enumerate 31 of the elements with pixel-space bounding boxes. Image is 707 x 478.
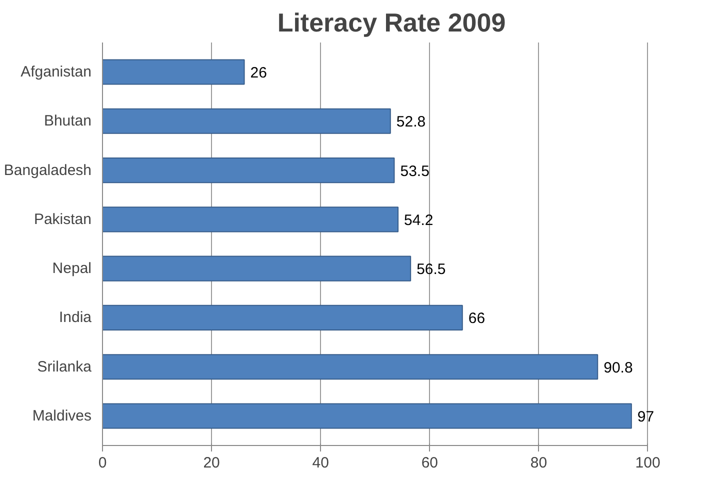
y-tick-label: Afganistan [20, 63, 92, 80]
data-label: 26 [250, 64, 267, 82]
bar [102, 157, 395, 184]
x-tick-label: 0 [98, 454, 107, 472]
x-tick-label: 80 [530, 454, 548, 472]
x-tick-label: 60 [421, 454, 438, 472]
bar [102, 59, 245, 85]
y-tick-label: Srilanka [37, 358, 92, 376]
bar [102, 108, 391, 134]
bar [102, 403, 632, 429]
y-tick-label: Nepal [52, 260, 92, 278]
y-tick-label: Pakistan [34, 210, 92, 228]
y-tick-label: Maldives [32, 408, 92, 425]
bar [102, 256, 412, 282]
y-tick-label: Bhutan [44, 112, 92, 130]
data-label: 54.2 [404, 212, 434, 229]
bar [102, 304, 463, 331]
bar [102, 206, 399, 232]
data-label: 90.8 [604, 359, 633, 376]
x-tick-label: 40 [312, 454, 329, 472]
data-label: 97 [637, 408, 654, 426]
x-tick-label: 20 [203, 454, 220, 472]
data-label: 52.8 [396, 114, 426, 131]
y-tick-label: India [58, 309, 92, 326]
bar [102, 354, 598, 380]
data-label: 56.5 [416, 261, 446, 278]
y-tick-label: Bangaladesh [4, 162, 92, 179]
data-label: 53.5 [400, 162, 430, 180]
x-tick-label: 100 [635, 454, 660, 472]
data-label: 66 [468, 310, 486, 328]
chart-title: Literacy Rate 2009 [277, 8, 506, 38]
